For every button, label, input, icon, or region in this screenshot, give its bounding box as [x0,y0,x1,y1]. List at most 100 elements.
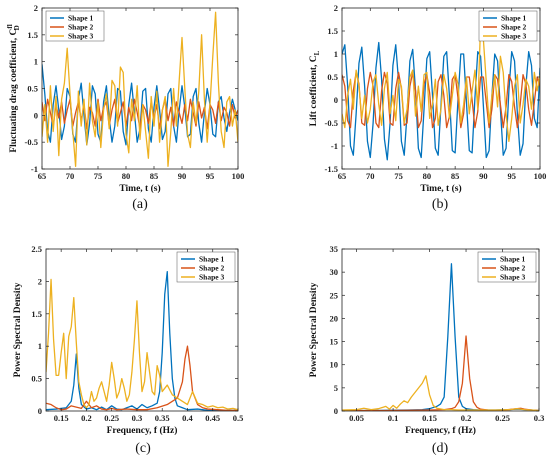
panel-letter-b: (b) [432,197,449,212]
series-line-c-1 [46,271,238,411]
x-tick-label: 85 [150,171,159,181]
series-line-d-1 [342,263,539,411]
y-tick-label: 1 [38,341,42,351]
x-tick-label: 0.4 [182,413,193,423]
x-tick-label: 80 [423,171,432,181]
legend-entry: Shape 3 [68,32,93,41]
x-tick-label: 75 [394,171,403,181]
legend-entry: Shape 2 [199,264,224,273]
x-tick-label: 0.1 [388,413,399,423]
x-tick-label: 100 [232,171,245,181]
x-tick-label: 0.05 [349,413,364,423]
y-tick-label: 0.5 [327,72,338,82]
y-tick-label: 0.5 [27,84,38,94]
legend-entry: Shape 3 [199,273,224,282]
y-tick-label: 1.5 [327,26,338,36]
x-tick-label: 0.3 [534,413,545,423]
panel-letter-d: (d) [432,441,449,456]
y-tick-label: 0 [334,95,338,105]
x-tick-label: 80 [122,171,131,181]
y-tick-label: 2 [34,3,38,13]
x-axis-label: Time, t (s) [420,183,461,194]
x-axis-label: Time, t (s) [119,183,160,194]
y-tick-label: 1 [34,57,38,67]
x-tick-label: 85 [451,171,460,181]
x-tick-label: 0.15 [54,413,69,423]
y-tick-label: 1 [334,49,338,59]
y-tick-label: 0.5 [31,374,42,384]
chart-panel-a: 65 70 75 80 85 90 95 100 -1 -0.5 0 0.5 1 1.5 2 Time, t … [6,3,244,212]
x-tick-label: 0.15 [422,413,437,423]
y-tick-label: -1 [31,164,38,174]
y-axis-label: Fluctuating drag coefficient, CflD [6,24,21,152]
plot-frame-c [45,248,239,412]
x-tick-label: 75 [94,171,103,181]
legend-entry: Shape 1 [501,14,526,23]
legend-entry: Shape 1 [68,14,93,23]
series-line-d-2 [342,335,539,411]
y-tick-label: 15 [330,337,339,347]
y-axis-label: Power Spectral Density [309,282,319,377]
y-tick-label: 2 [38,276,42,286]
x-axis-label: Frequency, f (Hz) [405,425,476,436]
y-tick-label: 5 [334,383,338,393]
y-tick-label: 20 [330,313,339,323]
plot-frame-d [341,248,540,412]
y-axis-label: Power Spectral Density [13,282,23,377]
x-tick-label: 90 [479,171,488,181]
panel-letter-a: (a) [132,197,148,212]
series-line-c-3 [46,278,238,411]
legend-entry: Shape 3 [501,32,526,41]
y-tick-label: -0.5 [325,118,338,128]
legend-entry: Shape 3 [500,273,525,282]
chart-panel-b: 65 70 75 80 85 90 95 100 -1.5 -1 -0.5 0 0.5 1 1.5 2 Time… [309,3,546,212]
legend-box [45,10,105,42]
y-tick-label: 0 [34,110,38,120]
y-tick-label: 2.5 [31,244,42,254]
chart-panel-c: 0.15 0.2 0.25 0.3 0.35 0.4 0.45 0.5 0 0.5 1 1.5 2 2.5… [13,244,243,456]
legend-box [176,251,236,283]
series-line-b-2 [342,71,540,129]
x-tick-label: 70 [66,171,75,181]
chart-panel-d: 0.05 0.1 0.15 0.2 0.25 0.3 0 5 10 15 20 25 30 35 Frequ… [309,244,544,456]
x-tick-label: 65 [338,171,347,181]
panel-letter-c: (c) [135,441,151,456]
y-tick-label: 10 [330,360,339,370]
legend-entry: Shape 2 [501,23,526,32]
y-tick-label: -1 [331,141,338,151]
x-tick-label: 0.35 [155,413,170,423]
plot-frame-b [341,7,541,170]
y-axis-label: Lift coefficient, CL [309,50,321,126]
series-line-b-3 [342,23,540,143]
y-tick-label: 30 [330,267,339,277]
x-tick-label: 65 [38,171,47,181]
y-tick-label: -1.5 [325,164,338,174]
x-tick-label: 95 [206,171,215,181]
legend-entry: Shape 2 [68,23,93,32]
legend-entry: Shape 2 [500,264,525,273]
x-tick-label: 70 [366,171,375,181]
x-tick-label: 0.2 [461,413,472,423]
x-tick-label: 100 [534,171,547,181]
y-tick-label: 2 [334,3,338,13]
y-tick-label: 35 [330,244,339,254]
x-tick-label: 0.3 [132,413,143,423]
x-tick-label: 0.5 [233,413,244,423]
y-tick-label: 25 [330,290,339,300]
x-tick-label: 95 [507,171,516,181]
legend-entry: Shape 1 [500,255,525,264]
legend-entry: Shape 1 [199,255,224,264]
y-tick-label: -0.5 [25,137,38,147]
y-tick-label: 0 [334,406,338,416]
x-axis-label: Frequency, f (Hz) [107,425,178,436]
y-tick-label: 1.5 [27,30,38,40]
series-line-a-3 [42,11,238,167]
x-tick-label: 0.45 [205,413,220,423]
x-tick-label: 0.25 [104,413,119,423]
y-tick-label: 0 [38,406,42,416]
